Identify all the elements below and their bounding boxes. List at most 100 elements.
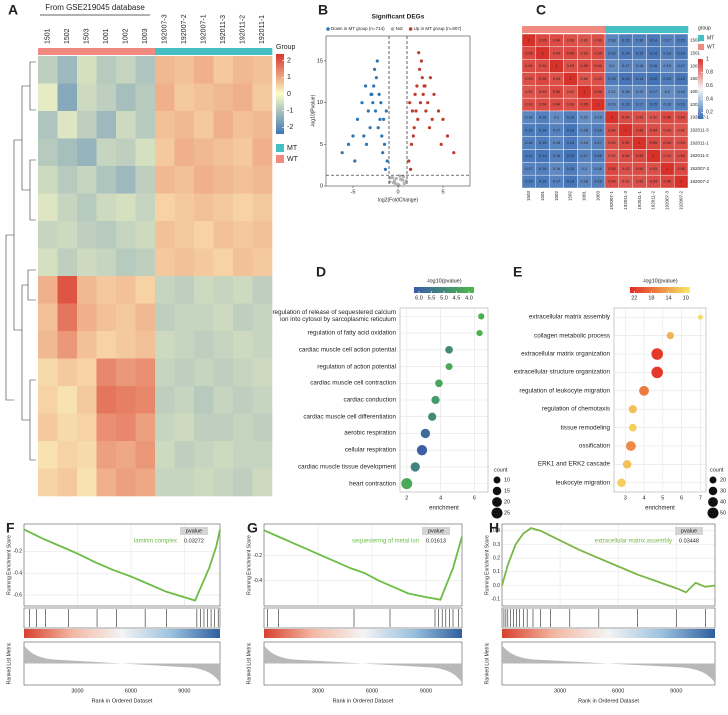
- cell-value: 0.93: [650, 167, 657, 171]
- cell-value: 0.17: [622, 64, 629, 68]
- heatmap-cell: [194, 441, 214, 469]
- colorbar-label: 4.0: [465, 295, 473, 301]
- hits-frame: [501, 607, 716, 629]
- y-tick-label: 5: [320, 142, 323, 148]
- cell-value: 0.93: [594, 38, 601, 42]
- heatmap-cell: [77, 331, 97, 359]
- point: [374, 76, 378, 80]
- heatmap-cell: [38, 276, 58, 304]
- row-label: 192007-3: [690, 166, 710, 171]
- group-bar: [96, 48, 117, 55]
- point: [362, 134, 366, 138]
- cell-value: 0.13: [539, 154, 546, 158]
- legend-swatch: [276, 144, 284, 152]
- size-legend-title: count: [710, 467, 724, 473]
- heatmap-cell: [38, 248, 58, 277]
- heatmap-cell: [213, 441, 234, 469]
- x-tick-label: 7: [699, 495, 702, 501]
- heatmap-cell: [116, 303, 136, 332]
- point: [445, 134, 450, 138]
- dot: [431, 395, 440, 405]
- enrichment-line: [501, 527, 716, 594]
- heatmap-cell: [57, 276, 78, 304]
- term-label: collagen metabolic process: [534, 332, 610, 340]
- cell-value: 0.92: [650, 115, 657, 119]
- cell-value: 0.93: [525, 77, 532, 81]
- colorbar-label: 1: [287, 74, 291, 81]
- heatmap-cell: [96, 221, 117, 249]
- y-tick-label: 0.3: [493, 542, 500, 548]
- point: [368, 126, 372, 130]
- heatmap-cell: [174, 386, 195, 414]
- colorbar: [698, 59, 703, 119]
- heatmap-cell: [233, 248, 253, 277]
- point: [407, 159, 411, 163]
- row-label: 1001: [690, 89, 701, 94]
- term-label: cardiac muscle cell contraction: [310, 379, 396, 387]
- heatmap-cell: [174, 468, 195, 497]
- point: [355, 117, 360, 121]
- heatmap-cell: [155, 111, 175, 139]
- column-label: 1501: [45, 28, 52, 44]
- cell-value: 0.18: [581, 180, 588, 184]
- heatmap-cell: [96, 166, 117, 194]
- y-axis-label: Running Enrichment Score: [484, 535, 490, 595]
- heatmap-cell: [213, 221, 234, 249]
- cell-value: 0.17: [553, 180, 560, 184]
- heatmap-cell: [194, 83, 214, 112]
- cell-value: 0.93: [581, 51, 588, 55]
- heatmap-cell: [57, 166, 78, 194]
- x-axis-label: Rank in Ordered Dataset: [578, 698, 639, 704]
- y-tick-label: -0.4: [13, 571, 22, 577]
- term-label: cardiac muscle tissue development: [298, 463, 396, 471]
- legend-swatch: [698, 44, 704, 50]
- term-label: cardiac muscle cell differentiation: [303, 413, 396, 421]
- cell-value: 0.16: [650, 64, 657, 68]
- cell-value: 0.15: [650, 103, 657, 107]
- point: [392, 179, 396, 183]
- panel-letter: G: [247, 520, 258, 536]
- point: [428, 76, 432, 80]
- cell-value: 0.17: [664, 38, 671, 42]
- term-label: extracellular matrix assembly: [595, 539, 672, 545]
- point: [351, 134, 355, 138]
- y-tick-label: 15: [317, 58, 323, 64]
- cell-value: 0.16: [539, 115, 546, 119]
- heatmap-cell: [116, 413, 136, 442]
- column-label: 1002: [554, 191, 559, 202]
- legend-label: WT: [287, 156, 299, 163]
- heatmap-cell: [174, 221, 195, 249]
- heatmap-cell: [96, 83, 117, 112]
- heatmap-cell: [96, 331, 117, 359]
- cell-value: 0.95: [650, 141, 657, 145]
- heatmap-cell: [194, 331, 214, 359]
- cell-value: 0.15: [636, 51, 643, 55]
- enrichment-line: [263, 529, 463, 601]
- heatmap-cell: [174, 193, 195, 222]
- cell-value: 0.94: [664, 141, 671, 145]
- heatmap-cell: [38, 468, 58, 497]
- heatmap-cell: [96, 111, 117, 139]
- cell-value: 0.14: [622, 51, 629, 55]
- heatmap-cell: [57, 413, 78, 442]
- heatmap-cell: [38, 83, 58, 112]
- heatmap-cell: [116, 441, 136, 469]
- point: [382, 117, 386, 121]
- heatmap-cell: [252, 386, 273, 414]
- heatmap-cell: [233, 83, 253, 112]
- column-label: 192011-3: [623, 191, 628, 210]
- x-tick-label: 2: [405, 495, 408, 501]
- size-legend-label: 50: [720, 510, 726, 516]
- cell-value: 0.16: [594, 180, 601, 184]
- point: [381, 151, 385, 155]
- cell-value: 0.94: [553, 51, 560, 55]
- dot: [445, 363, 453, 371]
- size-legend-label: 10: [504, 477, 510, 483]
- y-axis-label: Running Enrichment Score: [6, 535, 12, 595]
- heatmap-cell: [77, 138, 97, 167]
- cell-value: 0.16: [539, 167, 546, 171]
- term-label: ossification: [578, 442, 610, 450]
- heatmap-cell: [233, 303, 253, 332]
- row-label: 192007-2: [690, 179, 710, 184]
- dot: [625, 441, 636, 451]
